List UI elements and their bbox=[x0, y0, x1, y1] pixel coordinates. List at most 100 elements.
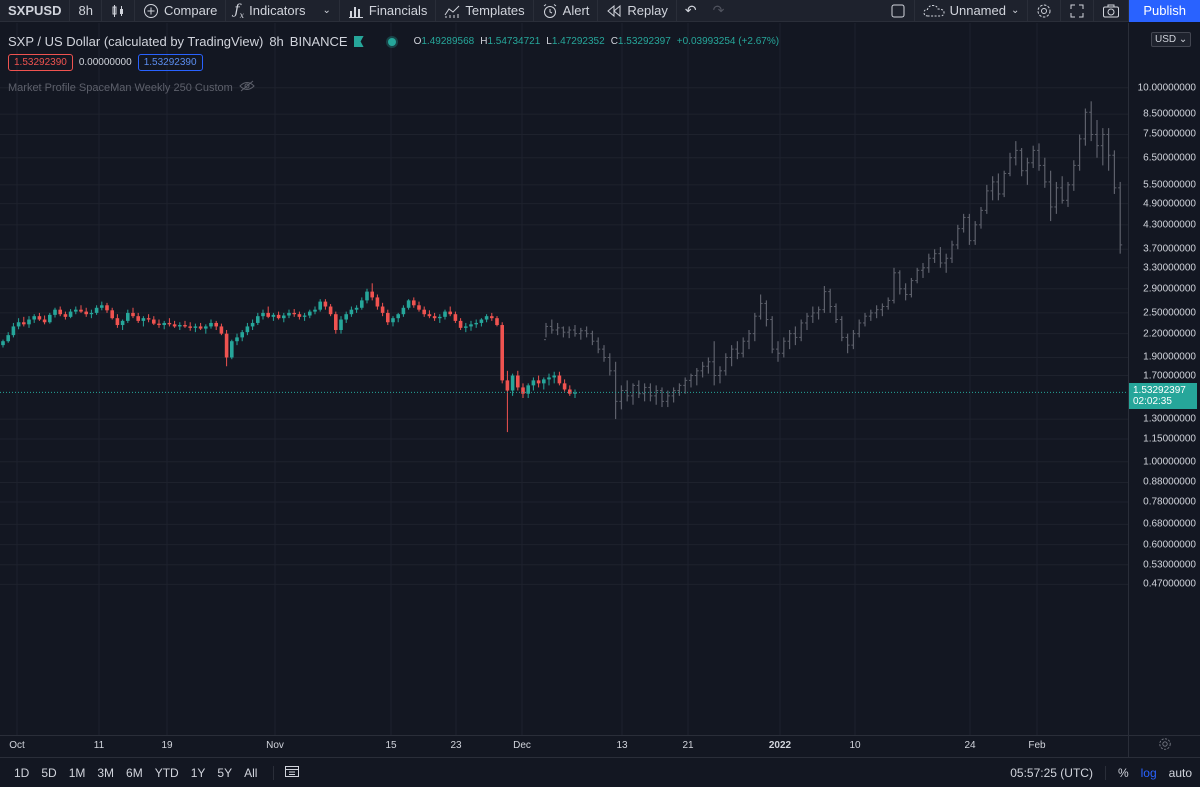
price-axis[interactable]: USD ⌄ 10.00000000 8.50000000 7.50000000 6.5… bbox=[1128, 23, 1200, 735]
spread-value: 0.00000000 bbox=[78, 57, 132, 68]
market-status-icon[interactable] bbox=[387, 37, 396, 46]
alert-button[interactable]: Alert bbox=[534, 0, 599, 22]
undo-button[interactable]: ↶ bbox=[677, 0, 705, 22]
compare-button[interactable]: Compare bbox=[135, 0, 227, 22]
candle-body bbox=[521, 387, 525, 394]
range-button-1y[interactable]: 1Y bbox=[190, 765, 206, 780]
axis-settings-button[interactable] bbox=[1128, 735, 1200, 757]
candle-body bbox=[32, 316, 36, 320]
percent-toggle[interactable]: % bbox=[1117, 765, 1129, 780]
candle-body bbox=[115, 318, 120, 326]
snapshot-button[interactable] bbox=[1094, 0, 1130, 22]
auto-scale-toggle[interactable]: auto bbox=[1168, 765, 1192, 780]
candle-body bbox=[464, 326, 468, 328]
time-tick-label: 23 bbox=[450, 740, 462, 751]
candle-body bbox=[375, 297, 380, 307]
fullscreen-toggle-button[interactable] bbox=[882, 0, 914, 22]
range-button-ytd[interactable]: YTD bbox=[154, 765, 179, 780]
top-toolbar: SXPUSD 8h Compare ƒx Indicators ⌄ Financ… bbox=[0, 0, 1200, 22]
range-button-1d[interactable]: 1D bbox=[14, 765, 30, 780]
candle-body bbox=[6, 335, 10, 342]
range-button-5d[interactable]: 5D bbox=[41, 765, 57, 780]
candle-body bbox=[261, 312, 265, 317]
candle-body bbox=[443, 311, 447, 317]
sell-price-box[interactable]: 1.53292390 bbox=[8, 54, 73, 71]
time-tick-label: Dec bbox=[513, 740, 531, 751]
legend-interval: 8h bbox=[269, 34, 284, 49]
range-button-6m[interactable]: 6M bbox=[126, 765, 143, 780]
gear-icon bbox=[1158, 737, 1172, 756]
chart-type-button[interactable] bbox=[102, 0, 135, 22]
function-icon: ƒx bbox=[234, 1, 245, 20]
symbol-title[interactable]: SXP / US Dollar (calculated by TradingVi… bbox=[8, 34, 264, 49]
time-tick-label: 15 bbox=[385, 740, 397, 751]
price-chart[interactable] bbox=[0, 23, 1128, 735]
interval-button[interactable]: 8h bbox=[70, 0, 102, 22]
candle-body bbox=[141, 318, 146, 321]
candle-body bbox=[198, 326, 203, 329]
candle-body bbox=[547, 377, 551, 380]
candle-body bbox=[391, 318, 395, 323]
candle-body bbox=[287, 312, 291, 316]
time-axis[interactable]: Oct 11 19 Nov 15 23 Dec 13 21 2022 10 24 Feb bbox=[0, 735, 1128, 757]
candle-body bbox=[120, 320, 125, 326]
time-tick-label: Oct bbox=[9, 740, 25, 751]
candle-body bbox=[562, 383, 567, 390]
candle-body bbox=[438, 316, 442, 319]
price-tick-label: 3.70000000 bbox=[1143, 243, 1196, 255]
legend-exchange: BINANCE bbox=[289, 34, 348, 49]
candle-body bbox=[313, 309, 317, 312]
candle-body bbox=[68, 311, 73, 317]
candle-body bbox=[276, 314, 281, 319]
bar-countdown: 02:02:35 bbox=[1133, 396, 1172, 408]
fullscreen-button[interactable] bbox=[1061, 0, 1095, 22]
candle-body bbox=[157, 323, 161, 326]
candle-body bbox=[323, 301, 328, 307]
alarm-clock-icon bbox=[542, 3, 558, 19]
price-tick-label: 1.00000000 bbox=[1143, 456, 1196, 468]
candle-body bbox=[11, 326, 16, 336]
candle-body bbox=[110, 310, 114, 319]
indicators-button[interactable]: ƒx Indicators ⌄ bbox=[226, 0, 340, 22]
compare-label: Compare bbox=[163, 3, 218, 18]
layout-menu-button[interactable]: Unnamed ⌄ bbox=[913, 0, 1029, 22]
price-tick-label: 2.20000000 bbox=[1143, 328, 1196, 340]
undo-icon: ↶ bbox=[684, 2, 697, 18]
candle-body bbox=[401, 307, 406, 315]
price-tick-label: 5.50000000 bbox=[1143, 179, 1196, 191]
range-button-1m[interactable]: 1M bbox=[68, 765, 86, 780]
candle-body bbox=[146, 318, 151, 320]
candle-body bbox=[89, 312, 94, 315]
redo-button[interactable]: ↷ bbox=[705, 0, 733, 22]
time-tick-label: 11 bbox=[93, 740, 105, 751]
eye-hidden-icon[interactable] bbox=[239, 80, 255, 95]
candle-body bbox=[380, 306, 385, 313]
buy-price-box[interactable]: 1.53292390 bbox=[137, 54, 203, 71]
plus-circle-icon bbox=[143, 3, 159, 19]
candle-body bbox=[302, 315, 307, 317]
study-legend[interactable]: Market Profile SpaceMan Weekly 250 Custo… bbox=[8, 80, 255, 95]
symbol-search-button[interactable]: SXPUSD bbox=[0, 0, 71, 22]
log-scale-toggle[interactable]: log bbox=[1140, 765, 1157, 780]
replay-button[interactable]: Replay bbox=[598, 0, 677, 22]
candle-body bbox=[354, 307, 359, 310]
candle-body bbox=[152, 319, 156, 324]
candle-body bbox=[573, 392, 577, 394]
candle-body bbox=[432, 316, 437, 319]
settings-button[interactable] bbox=[1028, 0, 1062, 22]
calendar-range-icon[interactable] bbox=[284, 764, 300, 781]
study-name: Market Profile SpaceMan Weekly 250 Custo… bbox=[8, 81, 233, 94]
time-tick-label: 24 bbox=[964, 740, 976, 751]
chevron-down-icon[interactable]: ⌄ bbox=[322, 5, 331, 16]
price-tick-label: 3.30000000 bbox=[1143, 262, 1196, 274]
currency-button[interactable]: USD ⌄ bbox=[1151, 32, 1192, 47]
financials-button[interactable]: Financials bbox=[340, 0, 437, 22]
chart-pane[interactable]: SXP / US Dollar (calculated by TradingVi… bbox=[0, 23, 1128, 735]
templates-button[interactable]: Templates bbox=[436, 0, 534, 22]
clock-time[interactable]: 05:57:25 (UTC) bbox=[1010, 765, 1093, 780]
low-label: L bbox=[546, 36, 552, 47]
publish-button[interactable]: Publish bbox=[1129, 0, 1200, 22]
range-button-5y[interactable]: 5Y bbox=[217, 765, 233, 780]
range-button-all[interactable]: All bbox=[244, 765, 258, 780]
range-button-3m[interactable]: 3M bbox=[97, 765, 115, 780]
